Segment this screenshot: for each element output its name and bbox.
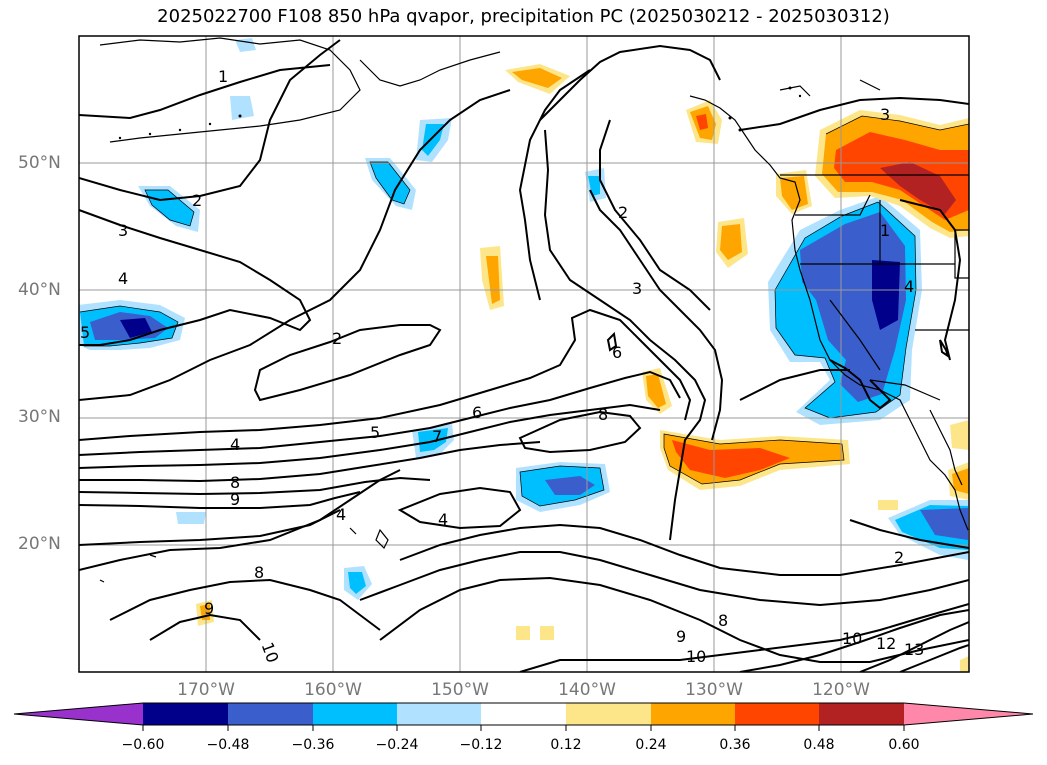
colorbar-tick-label: −0.36 [291, 737, 335, 753]
colorbar-extend-high [904, 703, 1033, 725]
precip-outlines [79, 115, 969, 507]
colorbar-bin [566, 703, 651, 725]
colorbar-extend-low [14, 703, 143, 725]
contour-label: 8 [230, 473, 240, 492]
contour-label: 8 [718, 611, 728, 630]
contour-label: 9 [230, 490, 240, 509]
lon-label: 160°W [304, 680, 362, 700]
contour-label: 4 [438, 510, 448, 529]
map-plot: 1 2 3 4 2 2 3 6 6 8 5 4 8 9 7 4 8 9 10 9… [79, 36, 969, 672]
map-title: 2025022700 F108 850 hPa qvapor, precipit… [157, 6, 890, 27]
contour-label: 5 [370, 423, 380, 442]
contour-label: 3 [632, 279, 642, 298]
colorbar-bin [397, 703, 481, 725]
map-frame [78, 35, 970, 673]
contour-label: 1 [880, 221, 890, 240]
contour-label: 12 [876, 634, 896, 653]
lat-label: 30°N [18, 407, 61, 427]
contour-label: 13 [904, 640, 924, 659]
colorbar-bin [481, 703, 566, 725]
colorbar-tick-label: −0.60 [121, 737, 165, 753]
colorbar-tick-label: −0.12 [459, 737, 503, 753]
contour-label: 1 [218, 67, 228, 86]
colorbar-bin [735, 703, 819, 725]
contour-label: 5 [80, 323, 90, 342]
contour-label: 8 [254, 563, 264, 582]
colorbar [13, 702, 1034, 731]
precip-positive-patches [196, 64, 969, 672]
colorbar-tick-label: 0.24 [635, 737, 667, 753]
lat-label: 20°N [18, 534, 61, 554]
colorbar-tick-label: 0.48 [803, 737, 835, 753]
lon-label: 140°W [558, 680, 616, 700]
colorbar-tick-label: 0.60 [888, 737, 920, 753]
qvapor-contours-small [606, 331, 950, 410]
contour-label: 9 [676, 627, 686, 646]
small-islands [118, 86, 802, 140]
contour-label: 4 [230, 435, 240, 454]
colorbar-tick-label: 0.36 [719, 737, 751, 753]
contour-label: 9 [204, 599, 214, 618]
colorbar-bin [819, 703, 904, 725]
qvapor-contours [79, 39, 969, 672]
contour-label: 7 [432, 427, 442, 446]
colorbar-bin [313, 703, 397, 725]
contour-label: 4 [118, 269, 128, 288]
lon-label: 170°W [177, 680, 235, 700]
contour-label: 10 [686, 647, 706, 666]
colorbar-tick-label: 0.12 [550, 737, 582, 753]
colorbar-bin [651, 703, 735, 725]
contour-label: 4 [336, 505, 346, 524]
colorbar-tick-label: −0.48 [206, 737, 250, 753]
contour-label: 2 [332, 329, 342, 348]
lon-label: 120°W [812, 680, 870, 700]
map-gridlines [79, 36, 969, 672]
contour-label: 2 [192, 191, 202, 210]
contour-label: 3 [880, 105, 890, 124]
contour-label: 3 [118, 221, 128, 240]
contour-label: 10 [842, 629, 862, 648]
coastlines [99, 37, 969, 583]
colorbar-bin [143, 703, 228, 725]
colorbar-tick-label: −0.24 [375, 737, 419, 753]
lon-label: 150°W [431, 680, 489, 700]
lat-label: 40°N [18, 280, 61, 300]
lat-label: 50°N [18, 153, 61, 173]
lon-label: 130°W [685, 680, 743, 700]
contour-label: 8 [598, 405, 608, 424]
contour-label: 6 [612, 343, 622, 362]
contour-label: 2 [618, 203, 628, 222]
contour-label: 2 [894, 548, 904, 567]
colorbar-bin [228, 703, 313, 725]
contour-labels: 1 2 3 4 2 2 3 6 6 8 5 4 8 9 7 4 8 9 10 9… [80, 67, 924, 666]
contour-label: 6 [472, 403, 482, 422]
contour-label: 4 [904, 277, 914, 296]
